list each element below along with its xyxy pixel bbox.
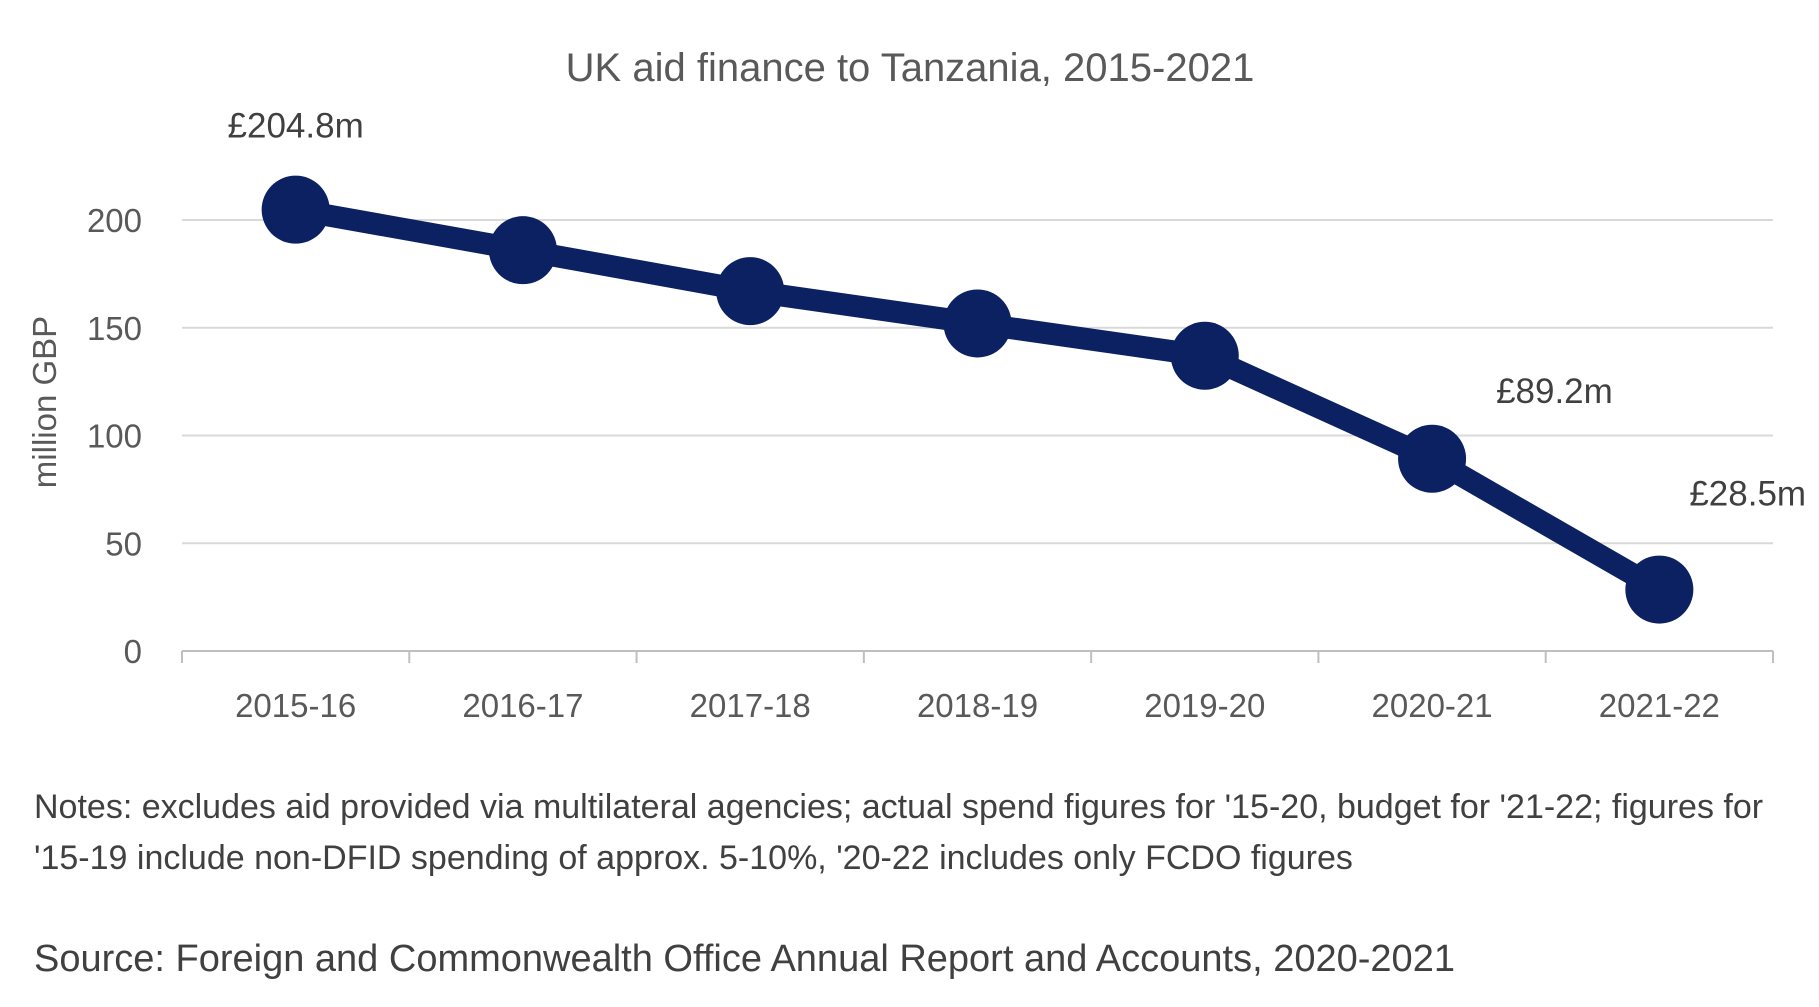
data-point (1170, 321, 1239, 390)
data-point (943, 289, 1012, 358)
line-chart: UK aid finance to Tanzania, 2015-2021 mi… (26, 46, 1807, 724)
y-tick-label: 100 (87, 418, 142, 455)
data-point (1625, 555, 1694, 624)
y-tick-label: 200 (87, 202, 142, 239)
x-tick-label: 2018-19 (917, 687, 1038, 724)
chart-title: UK aid finance to Tanzania, 2015-2021 (566, 46, 1255, 90)
data-label: £28.5m (1689, 475, 1806, 514)
data-points (261, 175, 1694, 624)
data-label: £89.2m (1496, 372, 1613, 411)
data-point (1398, 424, 1467, 493)
data-point (261, 175, 330, 244)
x-tick-labels: 2015-16 2016-17 2017-18 2018-19 2019-20 2020-… (235, 687, 1720, 724)
x-axis (181, 650, 1774, 663)
data-label: £204.8m (228, 107, 364, 146)
data-labels: £204.8m £89.2m £28.5m (228, 107, 1807, 514)
x-tick-label: 2021-22 (1599, 687, 1720, 724)
x-tick-label: 2016-17 (462, 687, 583, 724)
chart-source: Source: Foreign and Commonwealth Office … (34, 938, 1455, 980)
y-tick-label: 50 (105, 525, 142, 562)
y-tick-label: 0 (124, 633, 142, 670)
x-tick-label: 2017-18 (690, 687, 811, 724)
y-tick-labels: 0 50 100 150 200 (87, 202, 142, 670)
data-point (488, 216, 557, 285)
x-tick-label: 2015-16 (235, 687, 356, 724)
x-tick-label: 2019-20 (1144, 687, 1265, 724)
y-tick-label: 150 (87, 310, 142, 347)
chart-notes: Notes: excludes aid provided via multila… (34, 788, 1764, 877)
data-point (716, 257, 785, 326)
y-axis-label: million GBP (26, 316, 63, 488)
x-tick-label: 2020-21 (1372, 687, 1493, 724)
